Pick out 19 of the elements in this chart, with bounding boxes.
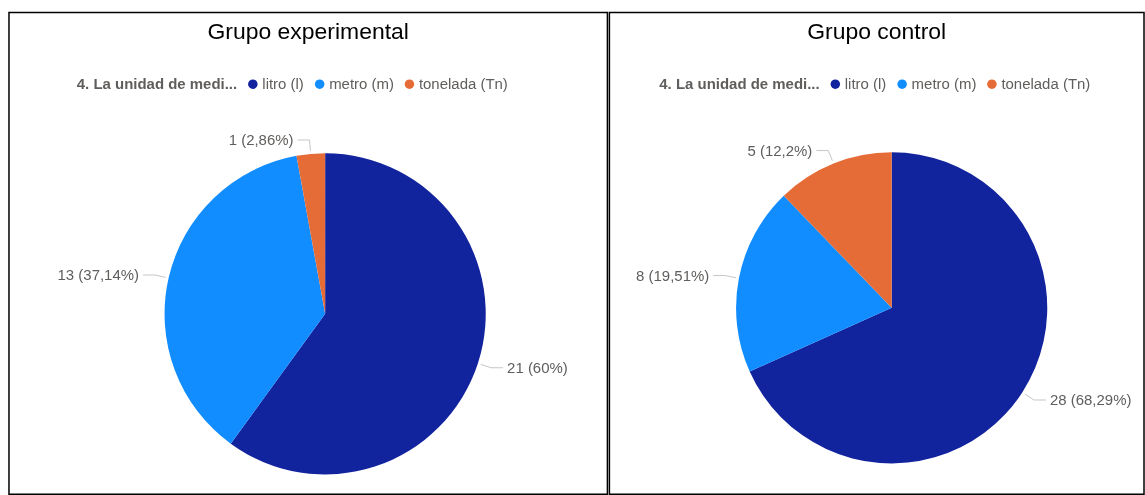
legend-label: tonelada (Tn) xyxy=(418,75,508,93)
chart-title: Grupo control xyxy=(807,17,947,44)
legend-label: metro (m) xyxy=(329,75,394,93)
data-label: 1 (2,86%) xyxy=(228,130,294,148)
legend-label: tonelada (Tn) xyxy=(1001,75,1091,93)
pie-slice xyxy=(164,155,326,444)
legend-title: 4. La unidad de medi... xyxy=(659,75,820,93)
data-label: 8 (19,51%) xyxy=(636,266,710,284)
legend-title: 4. La unidad de medi... xyxy=(76,75,238,93)
pie-slice xyxy=(230,153,486,475)
data-label: 5 (12,2%) xyxy=(747,141,813,159)
data-label: 13 (37,14%) xyxy=(57,265,140,283)
chart-title: Grupo experimental xyxy=(207,17,409,44)
legend-label: metro (m) xyxy=(911,75,977,93)
data-label: 21 (60%) xyxy=(507,358,568,376)
pie-slice xyxy=(736,195,892,372)
legend-label: litro (l) xyxy=(844,75,887,93)
data-label: 28 (68,29%) xyxy=(1049,391,1132,408)
legend-label: litro (l) xyxy=(262,75,304,93)
